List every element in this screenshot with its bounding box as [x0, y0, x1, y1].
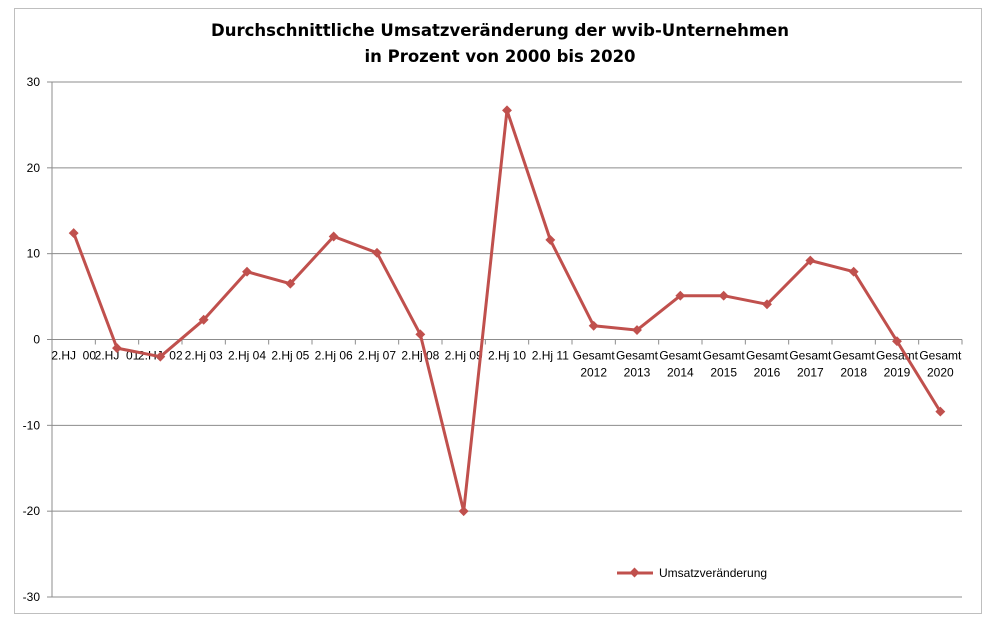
- data-point-marker: [415, 329, 426, 340]
- x-tick-label: 2.HJ 00: [51, 349, 96, 363]
- x-tick-label: Gesamt: [659, 349, 702, 363]
- x-tick-label: Gesamt: [789, 349, 832, 363]
- x-tick-label: 2017: [797, 366, 824, 380]
- data-point-marker: [935, 406, 946, 417]
- series-line: [72, 108, 942, 513]
- data-point-marker: [242, 266, 252, 277]
- x-tick-label: 2.Hj 07: [358, 349, 396, 363]
- data-point-marker: [458, 506, 469, 517]
- data-point-marker: [848, 266, 859, 277]
- data-point-marker: [68, 228, 79, 239]
- data-point-marker: [328, 231, 339, 242]
- x-tick-label: 2012: [580, 366, 607, 380]
- x-tick-label: 2.Hj 08: [401, 349, 439, 363]
- data-point-marker: [502, 105, 512, 116]
- x-tick-label: 2015: [710, 366, 737, 380]
- x-tick-label: Gesamt: [703, 349, 746, 363]
- x-tick-label: 2.Hj 05: [271, 349, 309, 363]
- legend-label: Umsatzveränderung: [659, 566, 767, 580]
- chart-title-line-2: in Prozent von 2000 bis 2020: [364, 47, 635, 66]
- legend: Umsatzveränderung: [617, 566, 767, 580]
- chart-frame: [14, 8, 982, 614]
- y-tick-label: 20: [27, 161, 41, 175]
- x-tick-label: 2018: [840, 366, 867, 380]
- x-tick-label: 2.Hj 03: [185, 349, 223, 363]
- x-tick-label: Gesamt: [746, 349, 789, 363]
- x-tick-label: 2.Hj 09: [445, 349, 483, 363]
- x-tick-label: 2.Hj 10: [488, 349, 526, 363]
- data-point-marker: [805, 255, 816, 266]
- y-tick-label: 30: [27, 75, 41, 89]
- y-tick-label: 10: [27, 247, 41, 261]
- chart-title-line-1: Durchschnittliche Umsatzveränderung der …: [211, 21, 789, 40]
- y-axis: 30 20 10 0 -10 -20 -30: [23, 75, 53, 604]
- data-point-marker: [762, 299, 772, 310]
- data-point-marker: [892, 336, 902, 347]
- data-point-marker: [198, 314, 209, 325]
- x-tick-label: 2014: [667, 366, 694, 380]
- data-point-marker: [588, 320, 599, 331]
- x-tick-label: 2016: [754, 366, 781, 380]
- x-tick-label: 2.HJ 01: [95, 349, 140, 363]
- x-tick-label: 2013: [624, 366, 651, 380]
- x-tick-label: Gesamt: [573, 349, 616, 363]
- x-axis: 2.HJ 002.HJ 012.HJ 02 2.Hj 03 2.Hj 04 2.Hj …: [51, 339, 963, 380]
- data-point-marker: [545, 234, 556, 245]
- x-tick-label: 2.Hj 04: [228, 349, 266, 363]
- x-tick-label: 2020: [927, 366, 954, 380]
- data-point-marker: [155, 351, 166, 362]
- data-point-marker: [285, 278, 296, 289]
- x-tick-label: Gesamt: [919, 349, 962, 363]
- x-tick-label: 2.Hj 11: [532, 349, 569, 363]
- legend-diamond-marker: [629, 567, 640, 578]
- data-point-marker: [632, 325, 642, 336]
- y-tick-label: -10: [23, 418, 41, 432]
- x-tick-label: 2019: [884, 366, 911, 380]
- series-umsatzveraenderung: [68, 105, 946, 517]
- x-tick-label: Gesamt: [876, 349, 919, 363]
- x-tick-label: 2.Hj 06: [315, 349, 353, 363]
- data-point-marker: [372, 247, 382, 258]
- y-tick-label: 0: [33, 333, 40, 347]
- data-point-marker: [718, 290, 729, 301]
- x-tick-label: Gesamt: [833, 349, 876, 363]
- x-tick-label: Gesamt: [616, 349, 659, 363]
- y-tick-label: -20: [23, 504, 41, 518]
- gridlines: [52, 81, 962, 598]
- y-tick-label: -30: [23, 590, 41, 604]
- data-point-marker: [675, 290, 686, 301]
